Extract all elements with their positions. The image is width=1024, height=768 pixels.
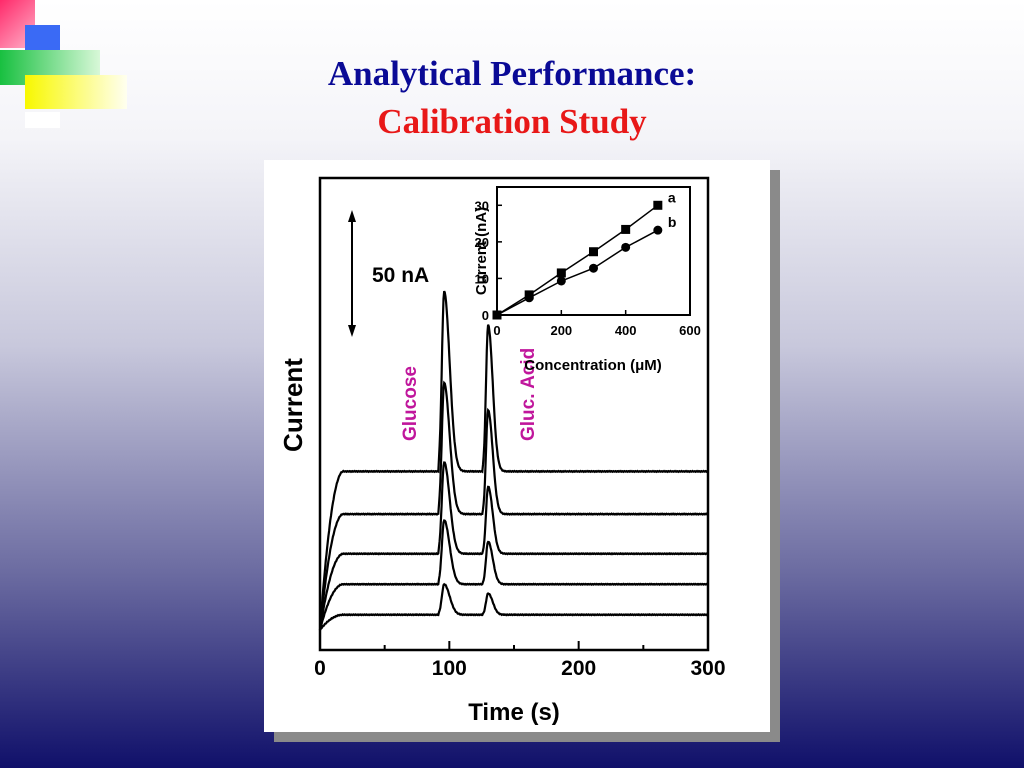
inset-plot-frame (496, 186, 691, 316)
inset-series-label-a: a (668, 189, 676, 205)
inset-point-b (621, 242, 631, 252)
trace-line-5 (318, 290, 709, 631)
scale-bar-arrow-top (348, 210, 356, 222)
deco-square-white (25, 112, 60, 128)
x-tick-label: 0 (314, 657, 326, 680)
inset-y-tick-label: 0 (482, 308, 489, 323)
peak-label-glucose: Glucose (400, 366, 421, 441)
inset-point-b (589, 263, 598, 273)
title-line-2: Calibration Study (377, 102, 647, 141)
chart-panel: 0 100 200 300 Time (s) Current 50 nA Glucos… (264, 160, 770, 732)
inset-point-a (653, 200, 663, 210)
peak-label-gluconic-acid: Gluc. Acid (518, 348, 539, 441)
inset-series-line-b (496, 229, 659, 316)
main-chart: 0 100 200 300 Time (s) Current 50 nA Glucos… (278, 176, 726, 726)
title-line-1: Analytical Performance: (327, 54, 697, 93)
x-tick-label: 100 (432, 657, 467, 680)
slide-title: Analytical Performance: Calibration Stud… (0, 50, 1024, 146)
inset-point-b (524, 293, 534, 303)
inset-x-tick-label: 0 (493, 323, 500, 338)
scale-bar-arrow-bottom (348, 325, 356, 337)
trace-line-3 (318, 461, 709, 630)
inset-point-a (621, 224, 631, 234)
inset-y-tick-label: 10 (475, 271, 489, 286)
x-tick-label: 300 (690, 657, 725, 680)
inset-x-axis-label: Concentration (μM) (524, 357, 662, 374)
trace-line-2 (318, 519, 709, 630)
traces-group (318, 290, 709, 631)
inset-point-a (556, 268, 566, 278)
y-axis-label: Current (278, 358, 308, 452)
main-plot-frame (318, 176, 710, 652)
inset-x-tick-label: 200 (550, 323, 572, 338)
x-tick-label: 200 (561, 657, 596, 680)
inset-series-label-b: b (668, 214, 677, 230)
inset-y-axis-label: Current (nA) (473, 207, 490, 295)
x-axis-label: Time (s) (468, 699, 560, 726)
scale-bar-label: 50 nA (372, 264, 429, 287)
inset-point-a (589, 247, 598, 257)
inset-series-line-a (496, 204, 659, 316)
inset-point-b (556, 276, 566, 286)
chart-svg: 0 100 200 300 Time (s) Current 50 nA Glucos… (278, 176, 726, 726)
inset-x-tick-label: 600 (679, 323, 701, 338)
inset-series-group: ab (492, 189, 677, 320)
inset-point-b (653, 225, 663, 235)
inset-y-tick-label: 30 (475, 198, 489, 213)
deco-square-yellow (25, 75, 127, 109)
trace-line-4 (318, 380, 709, 631)
trace-line-1 (319, 582, 709, 631)
inset-y-tick-label: 20 (475, 235, 489, 250)
inset-x-tick-label: 400 (615, 323, 637, 338)
inset-point-b (492, 310, 502, 320)
x-ticks-group: 0 100 200 300 (314, 641, 726, 680)
